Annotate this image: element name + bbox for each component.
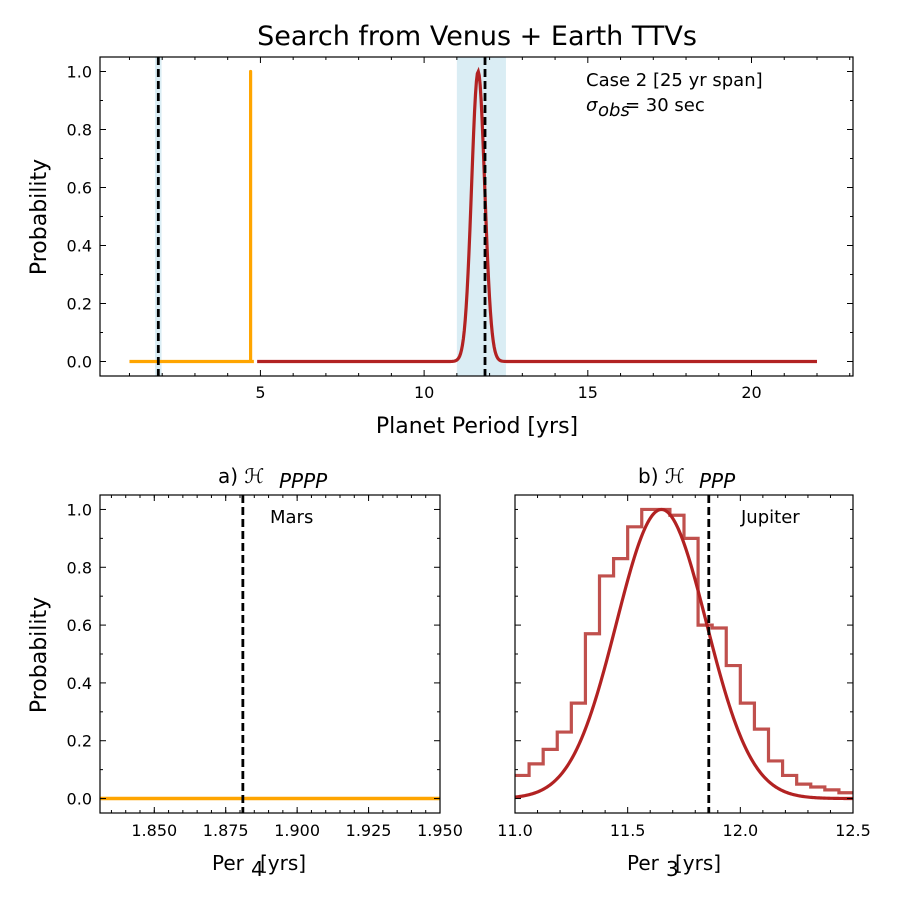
top-ytick-label-5: 1.0: [67, 63, 92, 82]
svg-text:a) ℋ: a) ℋ: [218, 464, 264, 488]
top-annotation-sigma: σ obs = 30 sec: [586, 95, 705, 121]
top-ylabel: Probability: [27, 159, 52, 275]
b-series-gaussian: [514, 507, 853, 801]
top-xtick-label-3: 20: [741, 383, 761, 402]
panel-a: 1.850 1.875 1.900 1.925 1.950 0.0 0.2 0.4 0.6 0.8…: [27, 464, 463, 881]
svg-text:[yrs]: [yrs]: [675, 851, 721, 875]
svg-text:PPP: PPP: [699, 469, 736, 493]
a-xtick-label-4: 1.950: [417, 821, 463, 840]
b-title: b) ℋ PPP: [638, 464, 736, 493]
a-ytick-label-3: 0.6: [67, 616, 92, 635]
a-ytick-label-5: 1.0: [67, 500, 92, 519]
b-xtick-label-1: 11.5: [610, 821, 646, 840]
top-xtick-label-2: 15: [578, 383, 598, 402]
top-annotation-case: Case 2 [25 yr span]: [586, 70, 763, 91]
a-annotation-mars: Mars: [270, 507, 313, 528]
top-ytick-label-1: 0.2: [67, 295, 92, 314]
a-ytick-label-2: 0.4: [67, 674, 92, 693]
b-series-histogram: [515, 507, 853, 795]
svg-text:= 30 sec: = 30 sec: [625, 95, 705, 116]
a-xtick-label-2: 1.900: [274, 821, 320, 840]
b-xtick-label-0: 11.0: [497, 821, 533, 840]
top-series-orange: [129, 69, 254, 364]
svg-text:σ: σ: [586, 95, 598, 116]
a-plot-frame: [99, 494, 441, 814]
b-xlabel: Per 3 [yrs]: [627, 851, 721, 881]
top-xtick-label-1: 10: [414, 383, 434, 402]
top-series-red: [257, 66, 817, 364]
panel-b: 11.0 11.5 12.0 12.5 b) ℋ PPP Per 3 [yrs] Ju…: [497, 464, 871, 881]
svg-text:PPPP: PPPP: [279, 469, 328, 493]
a-title: a) ℋ PPPP: [218, 464, 328, 493]
b-annotation-jupiter: Jupiter: [740, 507, 800, 528]
b-xtick-label-2: 12.0: [723, 821, 759, 840]
a-xtick-label-0: 1.850: [131, 821, 177, 840]
svg-text:4: 4: [251, 857, 264, 881]
top-ytick-label-3: 0.6: [67, 179, 92, 198]
top-xlabel: Planet Period [yrs]: [376, 414, 578, 439]
b-xtick-label-3: 12.5: [835, 821, 871, 840]
a-xlabel: Per 4 [yrs]: [212, 851, 306, 881]
top-ytick-label-0: 0.0: [67, 353, 92, 372]
svg-text:Per: Per: [627, 851, 660, 875]
svg-text:obs: obs: [598, 100, 630, 121]
svg-text:3: 3: [666, 857, 679, 881]
a-ylabel: Probability: [27, 597, 52, 713]
a-xtick-label-3: 1.925: [346, 821, 392, 840]
a-ytick-label-0: 0.0: [67, 790, 92, 809]
svg-text:Per: Per: [212, 851, 245, 875]
svg-text:b) ℋ: b) ℋ: [638, 464, 685, 488]
svg-text:[yrs]: [yrs]: [260, 851, 306, 875]
top-xtick-label-0: 5: [255, 383, 265, 402]
a-ytick-label-4: 0.8: [67, 558, 92, 577]
top-ytick-label-2: 0.4: [67, 237, 92, 256]
top-title: Search from Venus + Earth TTVs: [257, 21, 697, 52]
a-xtick-label-1: 1.875: [203, 821, 249, 840]
top-ytick-label-4: 0.8: [67, 121, 92, 140]
a-ytick-label-1: 0.2: [67, 732, 92, 751]
top-panel: 5 10 15 20 0.0 0.2 0.4 0.6 0.8 1.0 Search from Ve…: [27, 21, 854, 439]
